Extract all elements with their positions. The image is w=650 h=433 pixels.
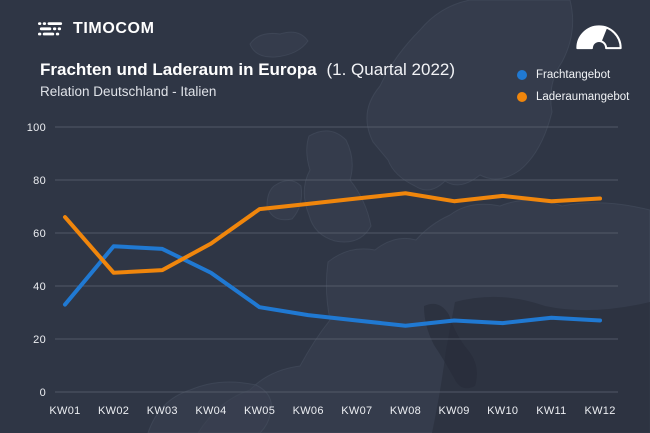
map-britain [303, 130, 372, 243]
chart-title-main: Frachten und Laderaum in Europa [40, 60, 317, 79]
x-axis-tick-label: KW02 [98, 405, 129, 417]
x-axis-tick-label: KW01 [49, 405, 80, 417]
x-axis-tick-label: KW05 [244, 405, 275, 417]
map-shadow-southeast [432, 296, 650, 433]
y-axis-tick-label: 100 [27, 122, 46, 134]
x-axis-tick-label: KW11 [536, 405, 566, 417]
barometer-gauge-icon [576, 25, 622, 50]
chart-legend: Frachtangebot Laderaumangebot [517, 64, 629, 108]
chart-subtitle: Relation Deutschland - Italien [40, 84, 217, 99]
x-axis-tick-label: KW04 [195, 405, 226, 417]
map-ireland [266, 180, 303, 221]
frachtangebot-dot-icon [517, 70, 527, 80]
x-axis-tick-label: KW03 [147, 405, 178, 417]
map-italy [424, 303, 477, 389]
timocom-logo-icon [38, 21, 63, 35]
map-iberia [147, 381, 272, 433]
chart-title-period: (1. Quartal 2022) [326, 60, 456, 79]
x-axis-tick-label: KW10 [487, 405, 518, 417]
x-axis-tick-label: KW09 [439, 405, 470, 417]
y-axis-tick-label: 20 [33, 334, 46, 346]
y-axis-tick-label: 80 [33, 175, 46, 187]
x-axis-tick-label: KW07 [341, 405, 372, 417]
title-block: Frachten und Laderaum in Europa (1. Quar… [40, 60, 455, 99]
map-iceland [249, 31, 309, 58]
x-axis-tick-label: KW08 [390, 405, 421, 417]
y-axis-tick-label: 60 [33, 228, 46, 240]
x-axis-tick-label: KW12 [584, 405, 615, 417]
logo-wordmark: TIMOCOM [73, 20, 155, 37]
legend-label: Laderaumangebot [536, 91, 630, 103]
legend-item-frachtangebot: Frachtangebot [517, 64, 629, 86]
laderaumangebot-dot-icon [517, 92, 527, 102]
y-axis-tick-label: 40 [33, 281, 46, 293]
laderaumangebot-line [63, 191, 603, 275]
x-axis-tick-label: KW06 [293, 405, 324, 417]
map-mainland [197, 199, 650, 433]
legend-item-laderaumangebot: Laderaumangebot [517, 86, 629, 108]
y-axis-tick-label: 0 [40, 387, 46, 399]
legend-label: Frachtangebot [536, 69, 611, 81]
timocom-logo: TIMOCOM [38, 20, 155, 38]
frachtangebot-line [63, 244, 603, 328]
chart-title: Frachten und Laderaum in Europa (1. Quar… [40, 60, 455, 80]
